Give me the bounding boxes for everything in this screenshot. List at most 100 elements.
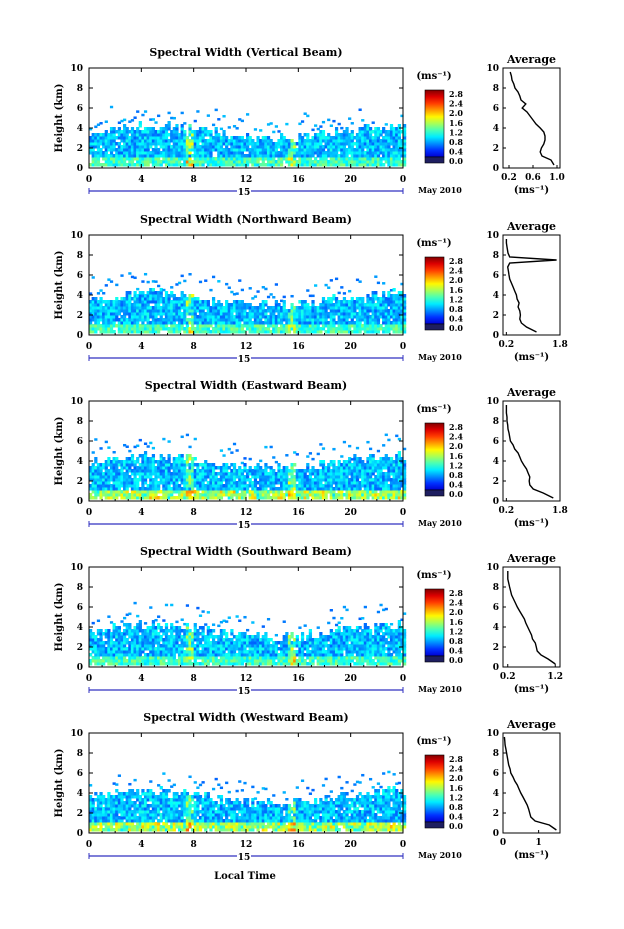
heatmap-cell — [345, 472, 349, 476]
heatmap-cell — [133, 626, 137, 630]
heatmap-cell — [91, 324, 95, 328]
heatmap-cell — [128, 157, 132, 161]
heatmap-cell — [253, 472, 258, 476]
heatmap-cell — [371, 466, 375, 470]
heatmap-cell — [363, 157, 367, 161]
heatmap-cell — [337, 291, 341, 295]
heatmap-cell — [175, 662, 179, 666]
heatmap-cell — [185, 306, 190, 310]
heatmap-cell — [397, 291, 401, 295]
heatmap-cell — [91, 327, 95, 331]
heatmap-cell — [206, 157, 210, 161]
heatmap-cell — [256, 321, 260, 325]
heatmap-cell — [146, 662, 150, 666]
heatmap-cell — [264, 148, 268, 152]
heatmap-cell — [196, 297, 200, 301]
heatmap-cell — [251, 327, 255, 331]
heatmap-cell — [374, 291, 378, 295]
heatmap-cell — [306, 154, 310, 158]
heatmap-cell — [251, 321, 255, 325]
heatmap-cell — [146, 127, 150, 131]
heatmap-cell — [146, 300, 150, 304]
heatmap-cell — [306, 163, 310, 167]
heatmap-cell — [191, 130, 195, 134]
heatmap-cell — [128, 457, 132, 461]
heatmap-cell — [379, 148, 383, 152]
heatmap-cell — [143, 163, 148, 167]
heatmap-cell — [395, 318, 399, 322]
heatmap-cell — [342, 327, 347, 331]
heatmap-cell — [149, 484, 153, 488]
heatmap-cell — [395, 324, 399, 328]
heatmap-cell — [141, 157, 145, 161]
heatmap-cell — [295, 484, 299, 488]
heatmap-cell — [376, 303, 381, 307]
heatmap-cell — [183, 163, 187, 167]
heatmap-cell — [259, 496, 263, 500]
heatmap-cell — [332, 315, 336, 319]
heatmap-cell — [298, 160, 302, 164]
heatmap-cell — [96, 136, 101, 140]
heatmap-cell — [379, 327, 383, 331]
heatmap-cell — [201, 300, 205, 304]
heatmap-cell — [151, 623, 156, 627]
heatmap-cell — [266, 157, 271, 161]
heatmap-cell — [201, 478, 205, 482]
heatmap-cell — [366, 327, 370, 331]
heatmap-cell — [285, 478, 289, 482]
heatmap-cell — [154, 133, 158, 137]
heatmap-cell — [191, 457, 195, 461]
heatmap-cell — [133, 327, 137, 331]
heatmap-cell — [201, 148, 205, 152]
heatmap-cell — [350, 303, 354, 307]
average-unit: (ms⁻¹) — [514, 185, 549, 196]
heatmap-cell — [138, 136, 142, 140]
heatmap-cell — [154, 647, 158, 651]
heatmap-cell — [400, 324, 404, 328]
heatmap-cell — [123, 309, 127, 313]
heatmap-cell — [358, 481, 362, 485]
heatmap-cell — [334, 157, 339, 161]
heatmap-cell — [243, 466, 247, 470]
heatmap-cell — [392, 300, 396, 304]
heatmap-cell — [201, 469, 205, 473]
heatmap-cell — [379, 463, 383, 467]
heatmap-cell — [358, 108, 362, 112]
heatmap-cell — [243, 484, 247, 488]
heatmap-cell — [227, 481, 231, 485]
heatmap-cell — [204, 330, 208, 334]
heatmap-cell — [350, 154, 354, 158]
heatmap-cell — [164, 644, 169, 648]
heatmap-cell — [311, 136, 315, 140]
heatmap-cell — [143, 142, 148, 146]
heatmap-cell — [285, 315, 289, 319]
heatmap-cell — [340, 303, 344, 307]
heatmap-cell — [143, 656, 148, 660]
heatmap-cell — [311, 493, 315, 497]
heatmap-cell — [115, 475, 119, 479]
heatmap-cell — [225, 151, 229, 155]
heatmap-cell — [102, 136, 106, 140]
heatmap-cell — [295, 493, 299, 497]
heatmap-cell — [130, 303, 135, 307]
heatmap-cell — [389, 306, 394, 310]
heatmap-cell — [151, 496, 156, 500]
colorbar-unit: (ms⁻¹) — [416, 404, 451, 415]
heatmap-cell — [282, 139, 286, 143]
heatmap-cell — [138, 659, 142, 663]
heatmap-cell — [167, 466, 171, 470]
heatmap-cell — [222, 306, 226, 310]
heatmap-cell — [277, 487, 281, 491]
heatmap-cell — [125, 445, 129, 448]
heatmap-cell — [193, 481, 197, 485]
avg-x-tick-label: 0.2 — [501, 173, 517, 183]
heatmap-cell — [188, 127, 192, 131]
heatmap-cell — [392, 466, 396, 470]
heatmap-cell — [379, 157, 383, 161]
heatmap-cell — [287, 478, 292, 482]
heatmap-cell — [340, 481, 344, 485]
heatmap-cell — [324, 466, 328, 470]
heatmap-cell — [316, 481, 320, 485]
heatmap-cell — [164, 139, 169, 143]
heatmap-cell — [154, 484, 158, 488]
